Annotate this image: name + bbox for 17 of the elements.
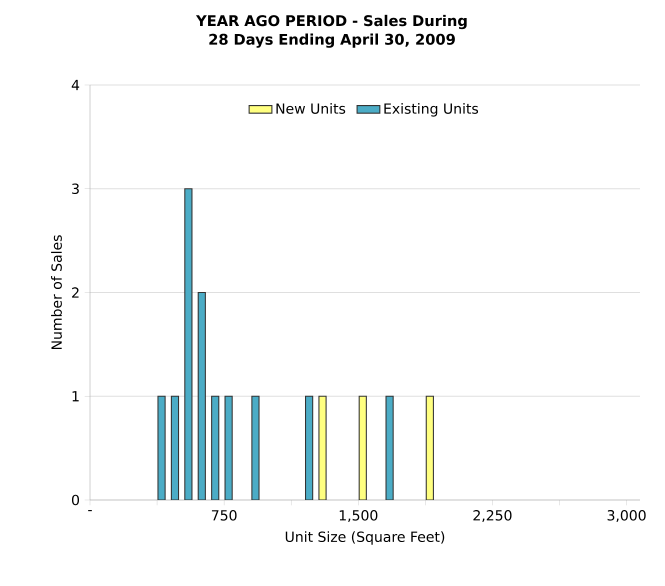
x-tick-label: 1,500	[340, 510, 378, 522]
y-tick-label: 2	[72, 287, 79, 298]
bar	[358, 396, 367, 500]
y-tick-label: 1	[72, 391, 79, 402]
legend-label: New Units	[276, 103, 346, 114]
y-tick-label: 4	[72, 80, 80, 90]
y-axis-title: Number of Sales	[51, 235, 62, 350]
bar	[198, 292, 206, 500]
y-tick-label: 3	[72, 183, 79, 194]
y-tick-label: 0	[72, 494, 80, 506]
x-tick-label: -	[88, 510, 92, 512]
x-axis-title: Unit Size (Square Feet)	[286, 531, 444, 545]
x-tick-label: 2,250	[473, 510, 512, 522]
x-tick-label: 3,000	[608, 510, 646, 522]
x-tick-label: 750	[212, 510, 237, 521]
legend-label: Existing Units	[384, 103, 478, 117]
chart-title: YEAR AGO PERIOD - Sales During 28 Days Ending April 30, 2009	[196, 14, 467, 48]
